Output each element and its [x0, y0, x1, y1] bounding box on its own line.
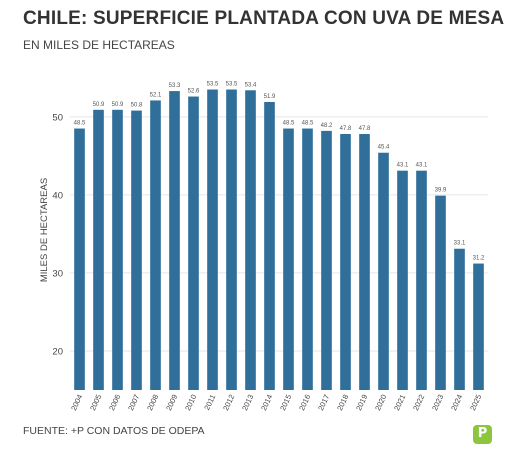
chart-subtitle: EN MILES DE HECTAREAS [23, 38, 175, 52]
data-label: 47.8 [340, 126, 352, 132]
data-label: 50.9 [112, 102, 124, 108]
brand-logo: P [473, 425, 492, 444]
bar-2008 [150, 100, 161, 390]
data-label: 47.8 [359, 126, 371, 132]
y-tick-label: 20 [52, 346, 63, 357]
bar-2006 [112, 109, 123, 391]
data-label: 53.5 [226, 82, 238, 88]
x-tick-label: 2023 [430, 393, 445, 412]
y-tick-label: 30 [52, 268, 63, 279]
bar-2010 [188, 96, 199, 390]
source-note: FUENTE: +P CON DATOS DE ODEPA [23, 425, 205, 437]
x-tick-label: 2010 [183, 393, 198, 412]
x-tick-label: 2017 [316, 393, 331, 412]
data-label: 50.8 [131, 103, 143, 109]
data-label: 43.1 [397, 163, 409, 169]
bar-2025 [473, 263, 484, 390]
x-tick-label: 2018 [335, 393, 350, 412]
bar-2018 [340, 134, 351, 390]
bar-2007 [131, 110, 142, 391]
x-tick-label: 2013 [240, 393, 255, 412]
data-label: 52.6 [188, 89, 200, 95]
data-label: 52.1 [150, 92, 162, 98]
x-tick-labels: 2004 2005 2006 2007 2008 2009 2010 2011 2012 2013… [69, 393, 483, 412]
data-label: 53.5 [207, 82, 219, 88]
data-label: 48.5 [283, 121, 295, 127]
y-tick-label: 40 [52, 190, 63, 201]
x-tick-label: 2014 [259, 393, 274, 412]
x-tick-label: 2012 [221, 393, 236, 412]
bar-2021 [397, 170, 408, 390]
bar-2013 [245, 90, 256, 390]
x-tick-label: 2025 [468, 393, 483, 412]
bar-2005 [93, 109, 104, 391]
data-label: 51.9 [264, 94, 276, 100]
x-tick-label: 2004 [69, 393, 84, 412]
data-label: 53.4 [245, 82, 257, 88]
bar-2012 [226, 89, 237, 390]
x-tick-label: 2024 [449, 393, 464, 412]
x-tick-label: 2021 [392, 393, 407, 412]
bar-2015 [283, 128, 294, 390]
data-label: 50.9 [93, 102, 105, 108]
bars [74, 89, 484, 391]
logo-letter: P [477, 426, 488, 441]
data-label: 33.1 [454, 241, 466, 247]
x-tick-label: 2022 [411, 393, 426, 412]
data-label: 48.2 [321, 123, 333, 129]
data-label: 31.2 [473, 256, 485, 262]
data-label: 53.3 [169, 83, 181, 89]
data-label: 43.1 [416, 163, 428, 169]
bar-2023 [435, 195, 446, 390]
data-label: 39.9 [435, 188, 447, 194]
x-tick-label: 2011 [202, 393, 217, 411]
x-tick-label: 2019 [354, 393, 369, 412]
data-labels: 48.5 50.9 50.9 50.8 52.1 53.3 52.6 53.5 53.5 53.4… [74, 82, 485, 262]
x-tick-label: 2015 [278, 393, 293, 412]
x-tick-label: 2009 [164, 393, 179, 412]
bar-2009 [169, 91, 180, 390]
data-label: 48.5 [74, 121, 86, 127]
bar-2004 [74, 128, 85, 390]
x-tick-label: 2007 [126, 393, 141, 412]
y-tick-labels: 20 30 40 50 [52, 112, 63, 357]
data-label: 45.4 [378, 145, 390, 151]
bar-2011 [207, 89, 218, 390]
bar-2016 [302, 128, 313, 390]
y-axis-label: MILES DE HECTAREAS [39, 178, 50, 282]
x-tick-label: 2006 [107, 393, 122, 412]
bar-2019 [359, 134, 370, 390]
y-tick-label: 50 [52, 112, 63, 123]
bar-2022 [416, 170, 427, 390]
chart-title: CHILE: SUPERFICIE PLANTADA CON UVA DE ME… [23, 8, 505, 29]
bar-2014 [264, 102, 275, 390]
bar-2020 [378, 152, 389, 390]
x-tick-label: 2016 [297, 393, 312, 412]
bar-2024 [454, 248, 465, 390]
bar-2017 [321, 130, 332, 390]
x-tick-label: 2005 [88, 393, 103, 412]
x-tick-label: 2008 [145, 393, 160, 412]
x-tick-label: 2020 [373, 393, 388, 412]
data-label: 48.5 [302, 121, 314, 127]
